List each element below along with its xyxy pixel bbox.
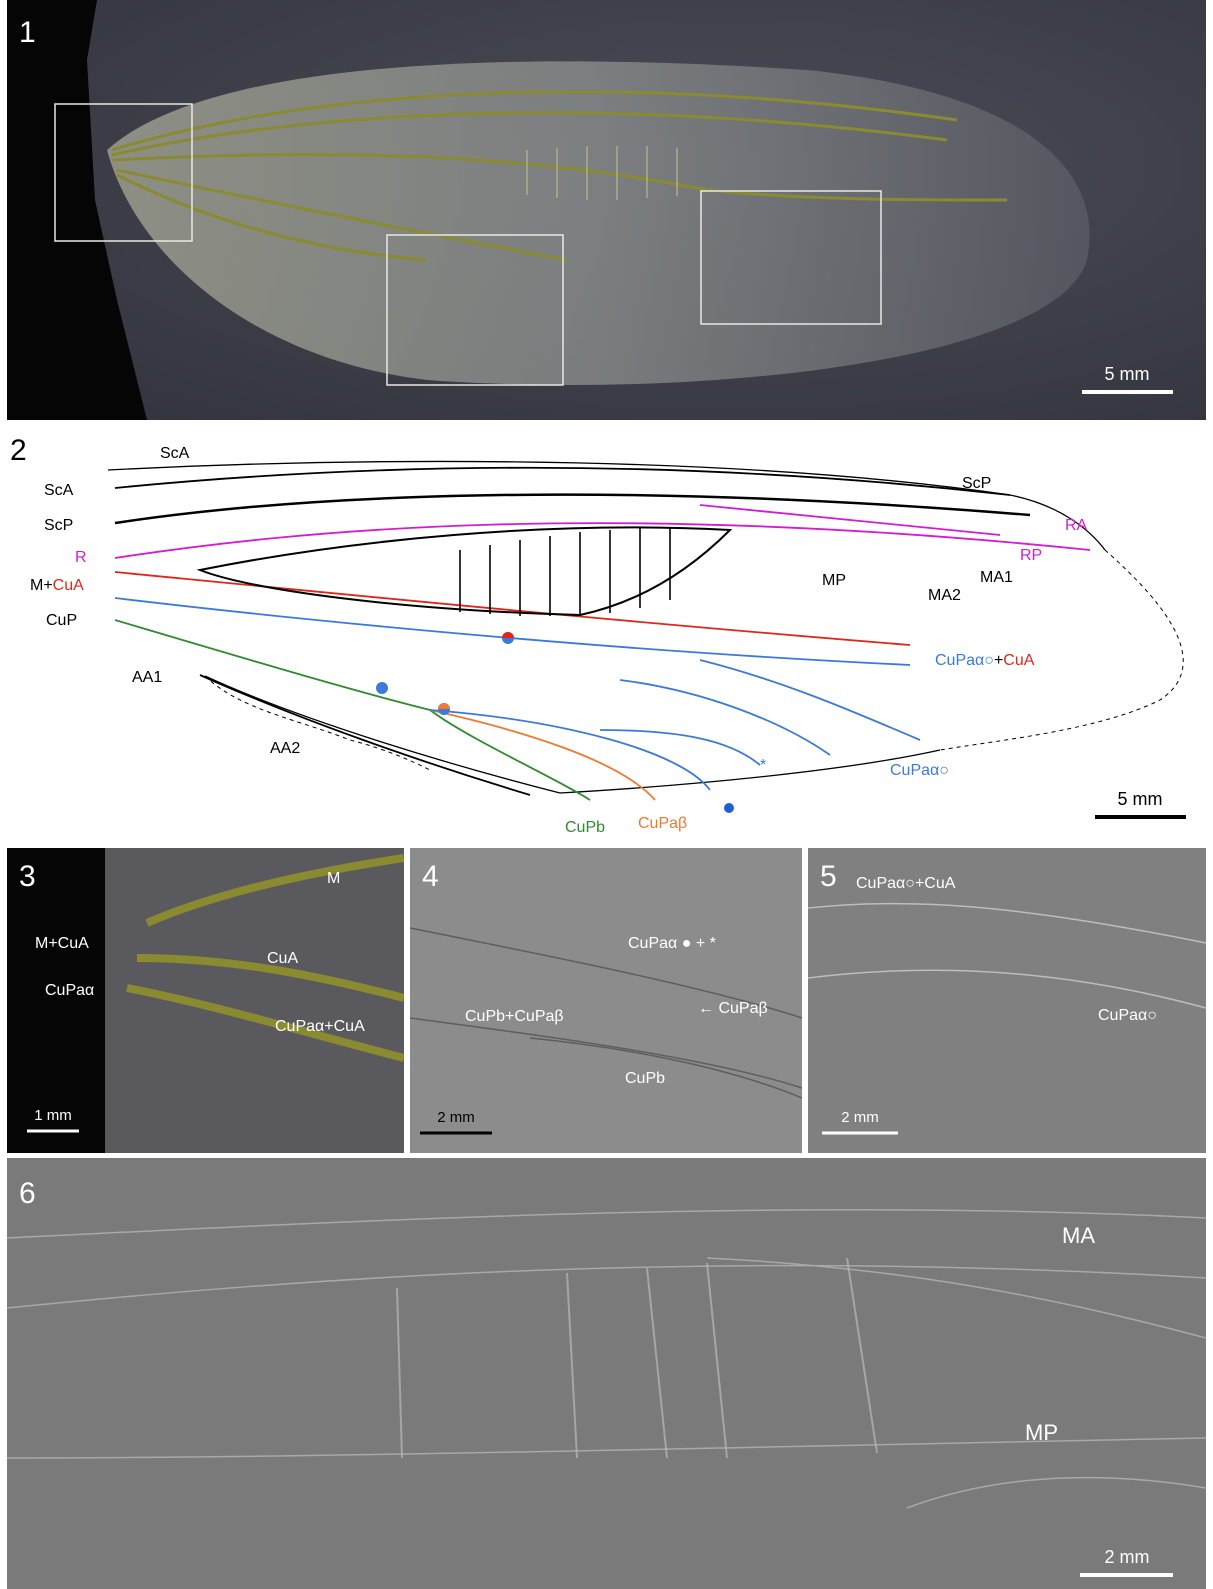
label-ma1: MA1: [980, 569, 1013, 586]
inset-boxes: [54, 103, 882, 386]
panel-4-svg: 4 CuPaα ● + * CuPb+CuPaβ ← CuPaβ CuPb 2 …: [410, 848, 802, 1153]
label-sca-top: ScA: [160, 445, 190, 462]
p4-label-cupa-alpha: CuPaα ● + *: [628, 935, 716, 952]
label-aa2: AA2: [270, 740, 300, 757]
marker-red-half: [502, 632, 514, 638]
label-cupb: CuPb: [565, 819, 605, 836]
main-veins: [114, 466, 1091, 801]
label-cup: CuP: [46, 612, 77, 629]
label-scp-right: ScP: [962, 475, 991, 492]
label-cupa-alpha-cua: CuPaα○+CuA: [935, 652, 1035, 669]
p4-label-cupb: CuPb: [625, 1070, 665, 1087]
p6-label-ma: MA: [1062, 1223, 1095, 1248]
dark-edge: [7, 848, 105, 1153]
scale-label-3: 1 mm: [34, 1107, 72, 1124]
p5-label-cupa-alpha-cua: CuPaα○+CuA: [856, 875, 956, 892]
label-aa1: AA1: [132, 669, 162, 686]
panel-2-svg: 2: [10, 434, 1186, 836]
wing-outline: [107, 460, 1106, 794]
inset-box-4: [386, 234, 564, 386]
scale-label-6: 2 mm: [1105, 1547, 1150, 1567]
p4-label-cupb-cupa-beta: CuPb+CuPaβ: [465, 1008, 564, 1025]
marker-tricolor: [376, 682, 388, 694]
label-sca: ScA: [44, 482, 74, 499]
scale-label-5: 2 mm: [841, 1109, 879, 1126]
label-cupa-beta: CuPaβ: [638, 815, 687, 832]
marker-orange-half: [438, 703, 450, 709]
panel6-crossveins: [396, 1257, 878, 1459]
thick-crossveins: [459, 528, 671, 616]
outline-dashed: [939, 549, 1184, 751]
panel-5-photo: 5 CuPaα○+CuA CuPaα○ 2 mm: [808, 848, 1206, 1153]
panel-number-6: 6: [19, 1177, 36, 1210]
scale-label-2: 5 mm: [1118, 789, 1163, 809]
scale-label-4: 2 mm: [437, 1109, 475, 1126]
panel-number-1: 1: [19, 16, 36, 49]
p3-label-cupa-alpha-cua: CuPaα+CuA: [275, 1018, 365, 1035]
cross-veins: [526, 146, 678, 200]
marker-blue-dot: [724, 803, 734, 813]
p3-label-m-cua: M+CuA: [35, 935, 89, 952]
panel-1-photo: 1 5 mm: [7, 0, 1206, 420]
panel-3-photo: 3 M M+CuA CuA CuPaα CuPaα+CuA 1 mm: [7, 848, 404, 1153]
inset-box-5: [700, 190, 882, 325]
panel-number-2: 2: [10, 434, 27, 467]
panel-5-svg: 5 CuPaα○+CuA CuPaα○ 2 mm: [808, 848, 1206, 1153]
panel-2-drawing: 2: [0, 420, 1213, 845]
p4-label-cupa-beta: ← CuPaβ: [698, 1000, 768, 1017]
inset-box-3: [54, 103, 193, 242]
label-r: R: [75, 549, 87, 566]
panel-3-svg: 3 M M+CuA CuA CuPaα CuPaα+CuA 1 mm: [7, 848, 404, 1153]
label-asterisk: *: [760, 757, 766, 774]
panel-number-4: 4: [422, 860, 439, 893]
label-ma2: MA2: [928, 587, 961, 604]
label-m-cua: M+CuA: [30, 577, 84, 594]
panel-6-photo: 6 MA MP 2 mm: [7, 1158, 1206, 1589]
p3-label-cupa-alpha: CuPaα: [45, 982, 94, 999]
label-rp: RP: [1020, 547, 1042, 564]
p5-label-cupa-alpha: CuPaα○: [1098, 1007, 1157, 1024]
label-mp: MP: [822, 572, 846, 589]
panel-number-5: 5: [820, 860, 837, 893]
anal-dashed: [204, 675, 431, 771]
scale-label-1: 5 mm: [1105, 364, 1150, 384]
label-ra: RA: [1065, 517, 1088, 534]
panel6-veins: [7, 1208, 1206, 1509]
panel4-veins: [410, 927, 802, 1099]
fossil-wing: [107, 61, 1090, 386]
panel3-veins: [126, 854, 404, 1062]
panel-number-3: 3: [19, 860, 36, 893]
panel-1-svg: 1 5 mm: [7, 0, 1206, 420]
p6-label-mp: MP: [1025, 1420, 1058, 1445]
label-scp: ScP: [44, 517, 73, 534]
panel5-veins: [808, 902, 1206, 1009]
p3-label-cua: CuA: [267, 950, 298, 967]
dark-background: [7, 0, 147, 420]
panel-4-photo: 4 CuPaα ● + * CuPb+CuPaβ ← CuPaβ CuPb 2 …: [410, 848, 802, 1153]
p3-label-m: M: [327, 870, 340, 887]
panel-6-svg: 6 MA MP 2 mm: [7, 1158, 1206, 1589]
label-cupa-alpha: CuPaα○: [890, 762, 949, 779]
